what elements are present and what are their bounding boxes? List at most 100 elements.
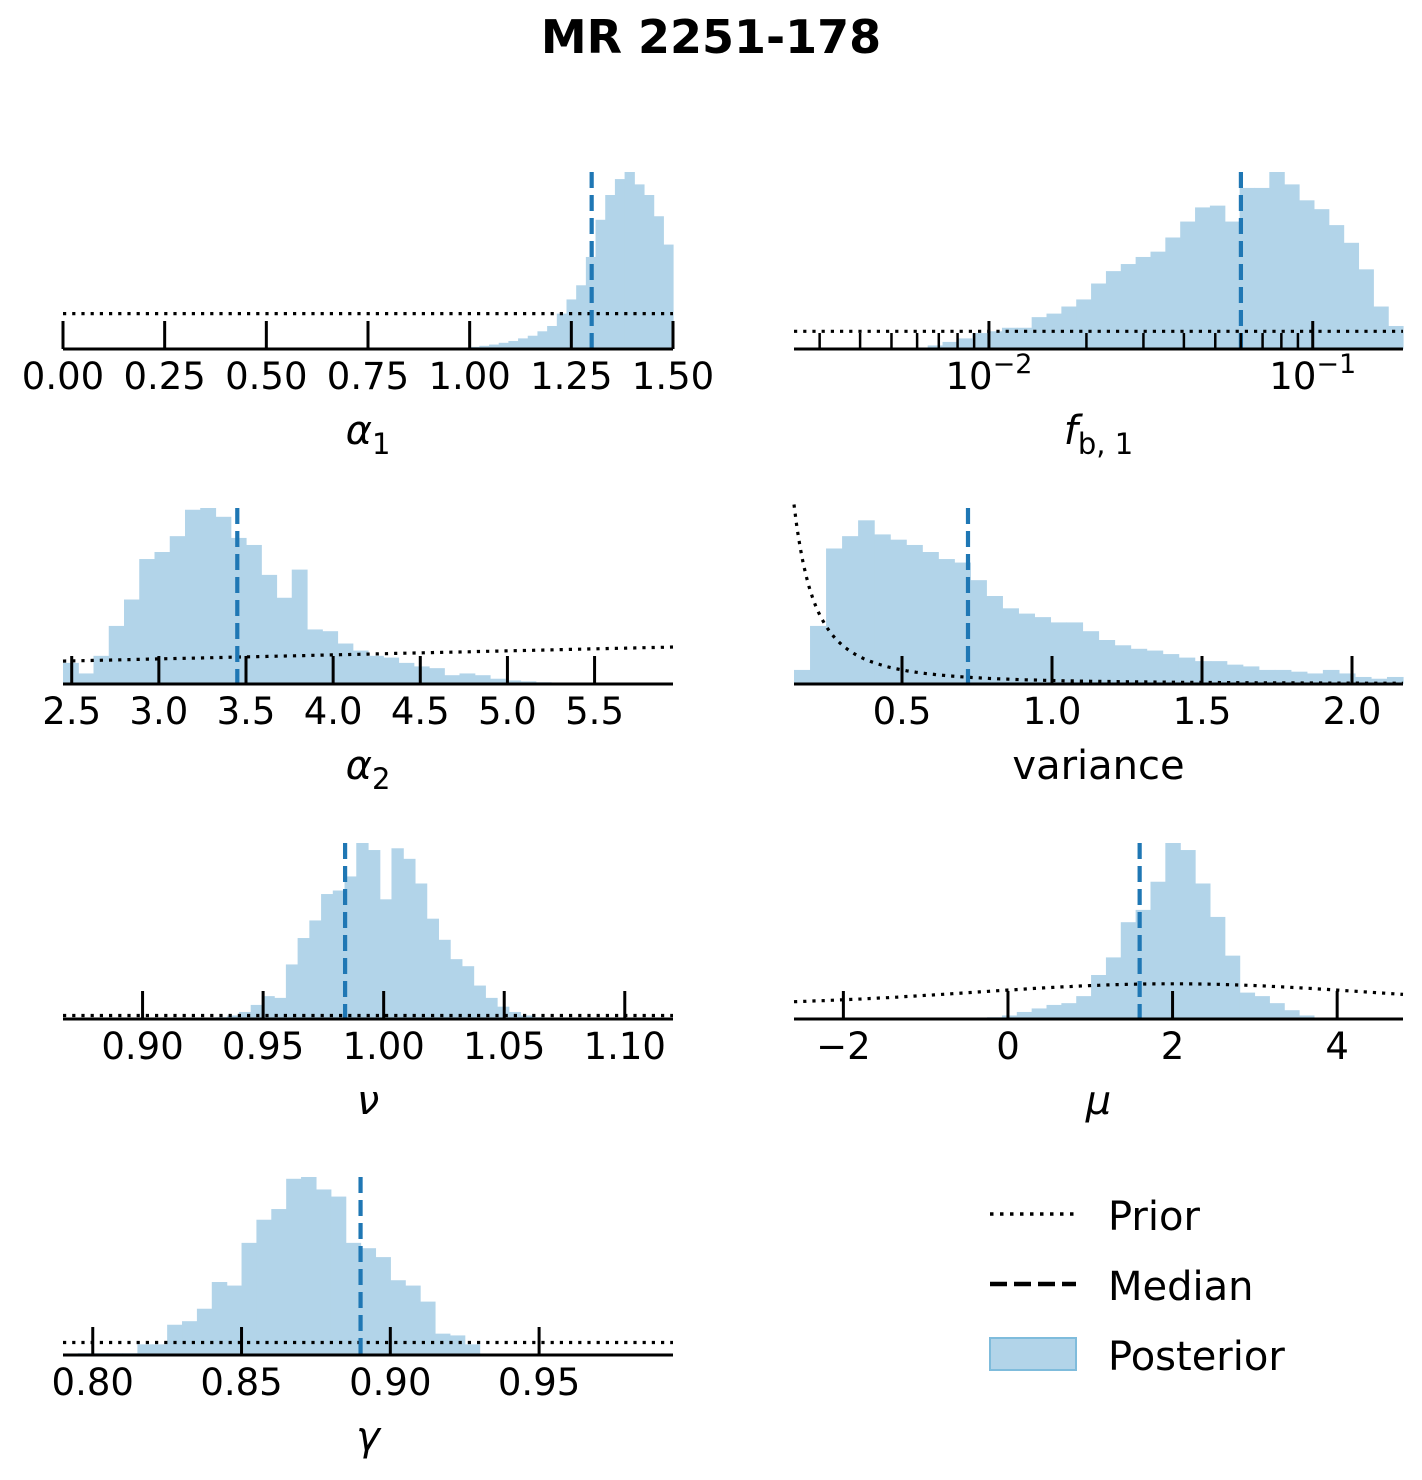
posterior-bar <box>498 342 509 349</box>
posterior-bar <box>1091 975 1107 1019</box>
x-tick-label: 3.0 <box>129 690 188 733</box>
posterior-bar <box>1091 283 1107 349</box>
posterior-bar <box>332 890 346 1019</box>
posterior-bar <box>426 918 439 1019</box>
posterior-bar <box>438 939 451 1019</box>
x-tick-label: 1.00 <box>342 1025 424 1068</box>
posterior-bar <box>826 548 843 684</box>
posterior-bar <box>390 1280 406 1355</box>
posterior-bar <box>547 325 558 349</box>
posterior-bar <box>1195 207 1211 349</box>
posterior-bar <box>450 959 463 1019</box>
panel-nu: 0.90 0.95 1.00 1.05 1.10 ν <box>63 843 673 1124</box>
panel-alpha1: 0.00 0.25 0.50 0.75 1.00 1.25 1.50 α1 <box>22 172 714 461</box>
posterior-bar <box>1274 669 1292 684</box>
posterior-bar <box>124 599 140 684</box>
posterior-bar <box>614 179 626 349</box>
posterior-bar <box>505 680 522 684</box>
legend: Prior Median Posterior <box>989 1194 1285 1380</box>
x-tick-label: 10−2 <box>945 349 1032 398</box>
posterior-bar <box>185 509 201 684</box>
posterior-bar <box>276 597 293 684</box>
posterior-bar <box>922 552 939 684</box>
posterior-bar <box>383 657 400 684</box>
posterior-bar <box>1031 1008 1048 1019</box>
x-tick-label: 1.05 <box>463 1025 545 1068</box>
posterior-bar <box>238 1011 252 1019</box>
posterior-bar <box>285 964 299 1019</box>
x-tick-label: 0.5 <box>873 690 932 733</box>
posterior-bar <box>906 544 923 684</box>
x-tick-label: 0.85 <box>200 1361 282 1404</box>
posterior-bar <box>1016 327 1033 349</box>
posterior-bar <box>1050 622 1068 684</box>
posterior-bar <box>261 574 278 684</box>
posterior-bar <box>1165 237 1181 349</box>
posterior-bar <box>444 675 461 684</box>
posterior-bar <box>434 1333 451 1355</box>
posterior-bar <box>352 650 369 684</box>
posterior-bar <box>663 244 674 349</box>
posterior-bar <box>595 219 606 349</box>
posterior-bar <box>315 1189 332 1355</box>
posterior-bar <box>1061 1003 1077 1019</box>
x-tick-label: 1.10 <box>584 1025 666 1068</box>
x-tick-label: 0.90 <box>349 1361 431 1404</box>
posterior-bar <box>1313 209 1330 349</box>
posterior-bar <box>414 883 428 1019</box>
posterior-bar <box>987 331 1003 349</box>
posterior-bar <box>1338 673 1356 684</box>
x-tick-label: 5.0 <box>478 690 537 733</box>
posterior-bar <box>309 920 322 1019</box>
posterior-bar <box>1358 269 1374 349</box>
posterior-bar <box>241 1242 258 1355</box>
posterior-bar <box>1254 996 1270 1019</box>
x-axis-label: ν <box>357 1078 379 1124</box>
posterior-bar <box>1178 657 1196 684</box>
posterior-bar <box>1195 883 1211 1019</box>
posterior-bar <box>1001 1015 1018 1019</box>
posterior-bar <box>890 539 907 684</box>
posterior-bar <box>154 552 171 684</box>
posterior-bar <box>1269 1003 1285 1019</box>
posterior-bar <box>403 858 416 1019</box>
posterior-bar <box>1322 669 1340 684</box>
posterior-bar <box>1343 242 1360 349</box>
prior-curve <box>62 645 674 663</box>
posterior-bar <box>1076 996 1092 1019</box>
posterior-bar <box>215 516 232 684</box>
posterior-bar <box>874 534 891 684</box>
posterior-bar <box>605 195 616 349</box>
posterior-bar <box>1105 271 1122 349</box>
posterior-bar <box>420 1301 436 1355</box>
posterior-bar <box>360 1248 377 1355</box>
x-tick-label: 10−1 <box>1269 349 1356 398</box>
x-tick-label: 1.00 <box>428 355 510 398</box>
posterior-bar <box>274 997 287 1019</box>
posterior-bar <box>1239 187 1256 349</box>
posterior-bar <box>344 876 357 1019</box>
x-tick-label: 4.5 <box>391 690 450 733</box>
posterior-bar <box>211 1282 228 1355</box>
posterior-bar <box>1061 306 1077 349</box>
posterior-bar <box>1162 654 1180 684</box>
posterior-bar <box>1066 622 1084 684</box>
posterior-bar <box>1034 617 1052 684</box>
posterior-bar <box>634 184 645 349</box>
posterior-bar <box>301 1177 317 1355</box>
posterior-bar <box>1046 1004 1062 1019</box>
x-tick-label: 0 <box>996 1025 1020 1068</box>
x-tick-label: 1.25 <box>530 355 612 398</box>
legend-posterior-swatch <box>989 1337 1077 1371</box>
posterior-bar <box>1328 225 1345 349</box>
x-tick-label: 0.75 <box>327 355 409 398</box>
x-tick-label: 0.25 <box>123 355 205 398</box>
posterior-bar <box>459 673 476 684</box>
posterior-bar <box>1150 251 1166 349</box>
x-tick-label: 0.95 <box>498 1361 580 1404</box>
posterior-bar <box>1373 306 1389 349</box>
posterior-bar <box>1098 640 1116 684</box>
x-tick-label: 2.5 <box>42 690 101 733</box>
posterior-bar <box>1370 678 1388 684</box>
x-axis-label: α1 <box>346 408 391 461</box>
